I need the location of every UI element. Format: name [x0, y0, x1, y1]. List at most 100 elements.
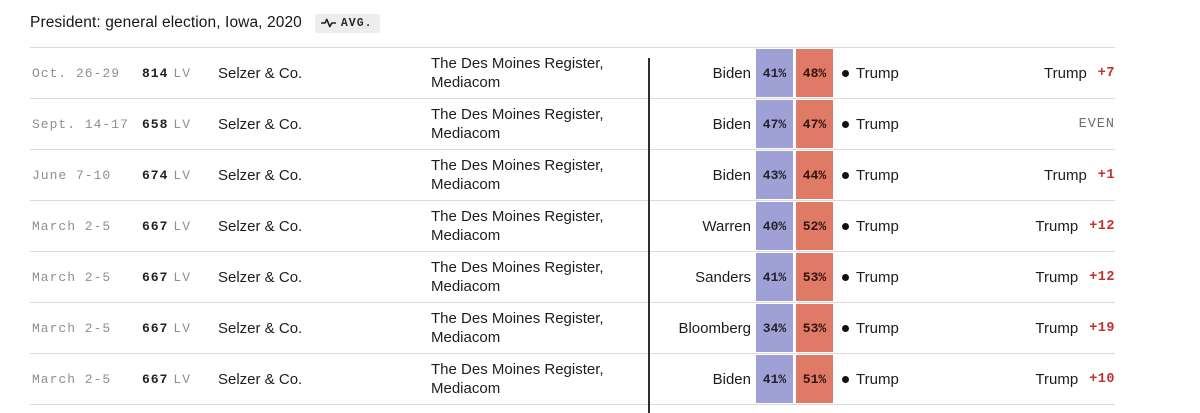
sample-size: 667 LV — [140, 218, 218, 234]
result-margin: +12 — [1089, 269, 1115, 285]
sponsor-name: The Des Moines Register, Mediacom — [431, 106, 604, 142]
leader-cell: Trump — [833, 269, 915, 286]
pollster-name: Selzer & Co. — [218, 115, 303, 133]
leader-name: Trump — [856, 370, 899, 388]
sample-population-type: LV — [173, 372, 192, 387]
leader-dot-icon — [842, 375, 849, 383]
leader-name: Trump — [856, 64, 899, 82]
sample-size-number: 667 — [142, 270, 169, 285]
result-leader-label: Trump — [1035, 370, 1079, 388]
sample-size-number: 658 — [142, 117, 169, 132]
sample-size: 667 LV — [140, 320, 218, 336]
poll-dates: Sept. 14-17 — [32, 116, 129, 132]
dem-candidate-name: Warren — [702, 217, 751, 235]
result-even-label: EVEN — [1078, 116, 1115, 132]
result-cell: Trump +10 — [915, 371, 1115, 388]
table-row: March 2-5 667 LV Selzer & Co. The Des Moi… — [30, 303, 1115, 354]
result-margin: +12 — [1089, 218, 1115, 234]
result-margin: +10 — [1089, 371, 1115, 387]
page-header: President: general election, Iowa, 2020 … — [30, 11, 1200, 35]
sample-size: 667 LV — [140, 371, 218, 387]
table-row: June 7-10 674 LV Selzer & Co. The Des Moi… — [30, 150, 1115, 201]
leader-name: Trump — [856, 268, 899, 286]
pollster-name: Selzer & Co. — [218, 370, 303, 388]
rep-pct-cell: 47% — [796, 100, 833, 148]
sponsor-name: The Des Moines Register, Mediacom — [431, 310, 604, 346]
result-margin: +7 — [1097, 65, 1115, 81]
table-row: March 2-5 667 LV Selzer & Co. The Des Moi… — [30, 252, 1115, 303]
table-row: Sept. 14-17 658 LV Selzer & Co. The Des M… — [30, 99, 1115, 150]
dem-candidate-name: Bloomberg — [678, 319, 751, 337]
pollster-name: Selzer & Co. — [218, 64, 303, 82]
result-leader-label: Trump — [1044, 166, 1087, 184]
pulse-icon — [320, 17, 336, 29]
sample-size: 667 LV — [140, 269, 218, 285]
poll-dates: June 7-10 — [32, 167, 112, 183]
leader-cell: Trump — [833, 65, 915, 82]
dem-pct-cell: 41% — [756, 355, 793, 403]
sample-population-type: LV — [173, 66, 192, 81]
poll-dates: March 2-5 — [32, 269, 112, 285]
dem-candidate-name: Biden — [712, 166, 751, 184]
result-leader-label: Trump — [1044, 64, 1087, 82]
leader-cell: Trump — [833, 167, 915, 184]
sample-population-type: LV — [173, 321, 192, 336]
sample-population-type: LV — [173, 270, 192, 285]
sample-population-type: LV — [173, 168, 192, 183]
leader-dot-icon — [842, 222, 849, 230]
sample-size: 814 LV — [140, 65, 218, 81]
leader-cell: Trump — [833, 320, 915, 337]
sample-size-number: 667 — [142, 321, 169, 336]
leader-dot-icon — [842, 273, 849, 281]
rep-pct-cell: 44% — [796, 151, 833, 199]
sponsor-name: The Des Moines Register, Mediacom — [431, 259, 604, 295]
leader-name: Trump — [856, 166, 899, 184]
dem-candidate-name: Biden — [712, 115, 751, 133]
dem-candidate-name: Biden — [712, 64, 751, 82]
sample-size-number: 667 — [142, 372, 169, 387]
sponsor-name: The Des Moines Register, Mediacom — [431, 157, 604, 193]
sample-size-number: 667 — [142, 219, 169, 234]
result-cell: Trump +12 — [915, 218, 1115, 235]
dem-pct-cell: 47% — [756, 100, 793, 148]
leader-dot-icon — [842, 120, 849, 128]
sample-size-number: 674 — [142, 168, 169, 183]
result-leader-label: Trump — [1035, 217, 1079, 235]
pollster-name: Selzer & Co. — [218, 217, 303, 235]
rep-pct-cell: 53% — [796, 304, 833, 352]
leader-name: Trump — [856, 217, 899, 235]
table-vertical-divider — [648, 58, 650, 413]
sponsor-name: The Des Moines Register, Mediacom — [431, 208, 604, 244]
leader-dot-icon — [842, 171, 849, 179]
pollster-name: Selzer & Co. — [218, 319, 303, 337]
leader-name: Trump — [856, 115, 899, 133]
leader-dot-icon — [842, 69, 849, 77]
sample-population-type: LV — [173, 117, 192, 132]
result-cell: Trump +12 — [915, 269, 1115, 286]
result-cell: Trump +1 — [915, 167, 1115, 184]
sample-size: 674 LV — [140, 167, 218, 183]
result-leader-label: Trump — [1035, 268, 1079, 286]
dem-pct-cell: 43% — [756, 151, 793, 199]
rep-pct-cell: 51% — [796, 355, 833, 403]
sponsor-name: The Des Moines Register, Mediacom — [431, 55, 604, 91]
leader-dot-icon — [842, 324, 849, 332]
result-cell: EVEN — [915, 117, 1115, 132]
result-cell: Trump +19 — [915, 320, 1115, 337]
sample-population-type: LV — [173, 219, 192, 234]
avg-badge-label: AVG. — [340, 16, 373, 30]
rep-pct-cell: 48% — [796, 49, 833, 97]
avg-toggle-badge[interactable]: AVG. — [314, 13, 380, 33]
poll-dates: Oct. 26-29 — [32, 65, 121, 81]
table-row: Oct. 26-29 814 LV Selzer & Co. The Des Mo… — [30, 48, 1115, 99]
dem-candidate-name: Biden — [712, 370, 751, 388]
result-margin: +19 — [1089, 320, 1115, 336]
rep-pct-cell: 52% — [796, 202, 833, 250]
leader-name: Trump — [856, 319, 899, 337]
rep-pct-cell: 53% — [796, 253, 833, 301]
result-margin: +1 — [1097, 167, 1115, 183]
polls-table: Oct. 26-29 814 LV Selzer & Co. The Des Mo… — [30, 47, 1115, 405]
table-row: March 2-5 667 LV Selzer & Co. The Des Moi… — [30, 354, 1115, 405]
sample-size-number: 814 — [142, 66, 169, 81]
leader-cell: Trump — [833, 371, 915, 388]
